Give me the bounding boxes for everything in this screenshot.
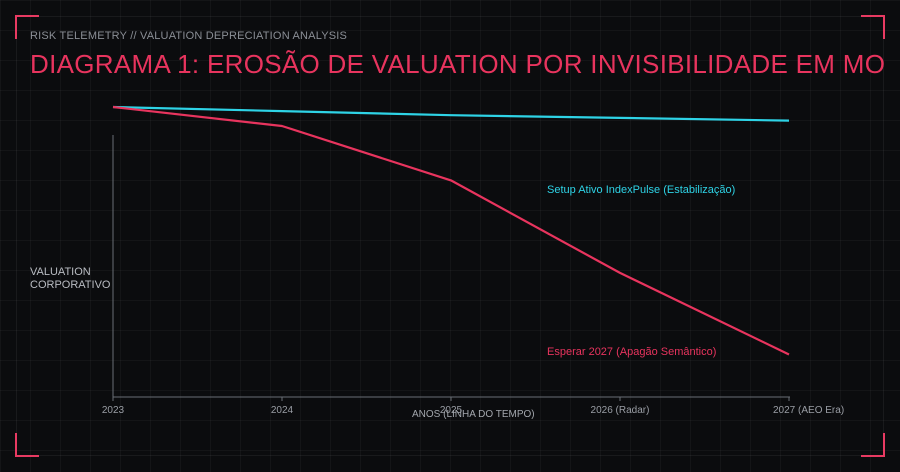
series-line-esperar bbox=[112, 105, 790, 356]
frame-border bbox=[16, 16, 884, 456]
x-tick-label: 2023 bbox=[102, 405, 125, 416]
x-tick-label: 2024 bbox=[271, 405, 294, 416]
y-axis-label: VALUATION CORPORATIVO bbox=[30, 266, 111, 291]
x-tick-label: 2025 bbox=[440, 405, 463, 416]
corner-bracket-bottom-right bbox=[861, 433, 885, 457]
corner-bracket-top-left bbox=[15, 15, 39, 39]
series-label-ativo: Setup Ativo IndexPulse (Estabilização) bbox=[547, 184, 736, 196]
series-label-esperar: Esperar 2027 (Apagão Semântico) bbox=[547, 346, 717, 358]
page-subtitle: RISK TELEMETRY // VALUATION DEPRECIATION… bbox=[30, 30, 348, 42]
x-tick-label: 2027 (AEO Era) bbox=[773, 405, 844, 416]
corner-bracket-top-right bbox=[861, 15, 885, 39]
corner-bracket-bottom-left bbox=[15, 433, 39, 457]
page-title: DIAGRAMA 1: EROSÃO DE VALUATION POR INVI… bbox=[30, 49, 886, 79]
series-line-ativo bbox=[112, 105, 790, 122]
x-tick-label: 2026 (Radar) bbox=[591, 405, 650, 416]
x-axis-label: ANOS (LINHA DO TEMPO) bbox=[412, 409, 535, 420]
